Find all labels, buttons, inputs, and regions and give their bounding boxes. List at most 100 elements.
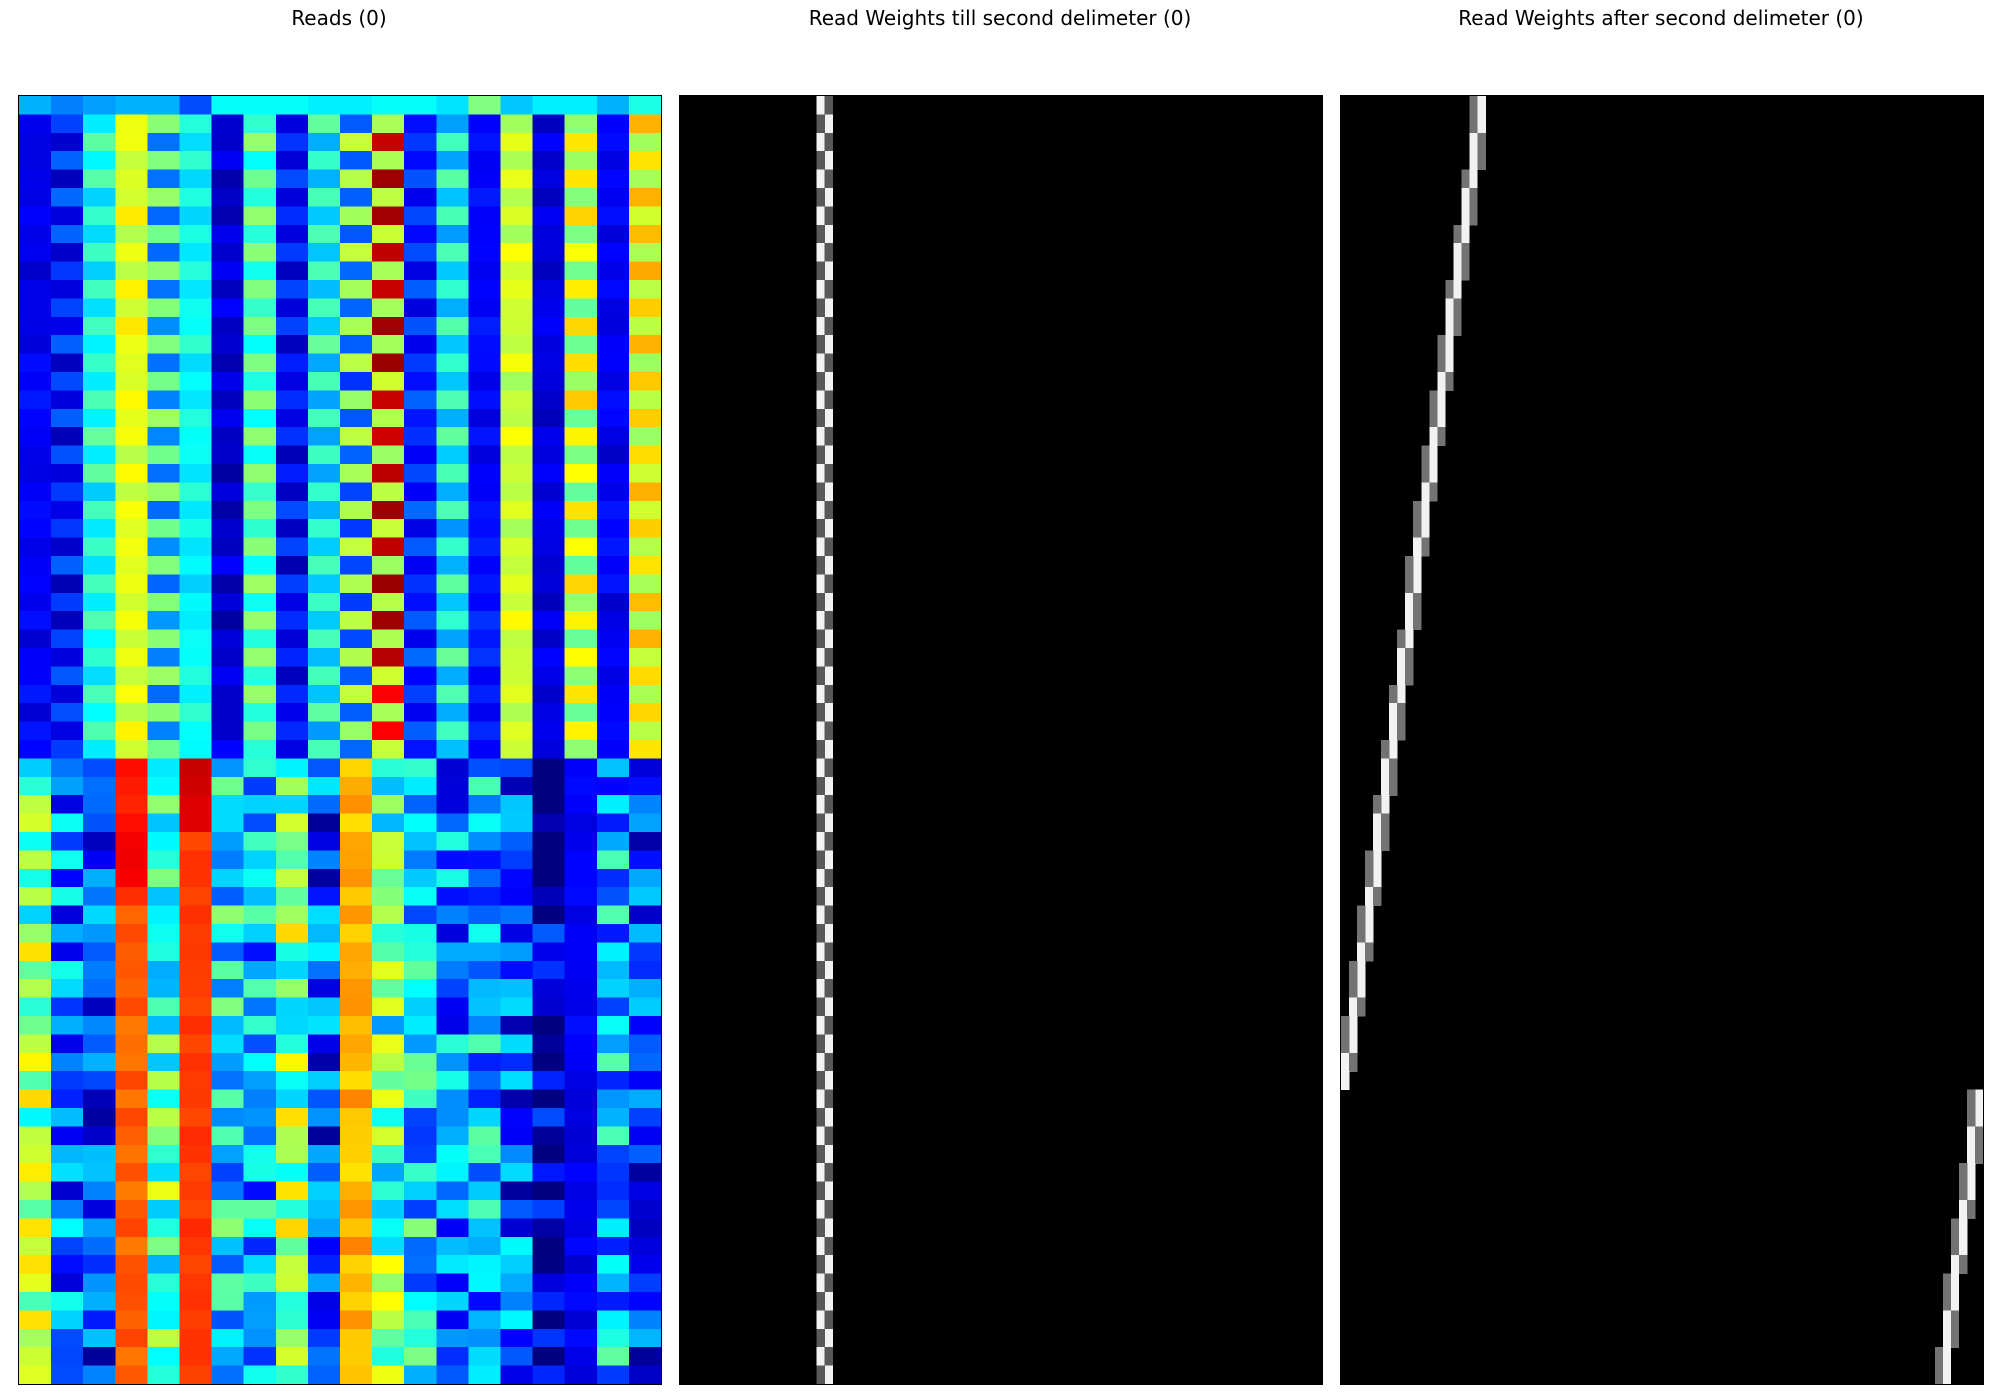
reads-cell-r13-c3 [115,335,148,355]
reads-cell-r68-c15 [500,1347,534,1367]
reads-cell-r38-c16 [532,795,566,815]
reads-cell-r14-c4 [147,353,181,373]
reads-cell-r67-c8 [275,1328,309,1348]
reads-cell-r5-c10 [340,188,373,207]
reads-cell-r36-c14 [468,758,502,778]
reads-cell-r23-c11 [372,519,405,539]
reads-cell-r64-c14 [468,1273,502,1293]
reads-cell-r61-c4 [147,1218,181,1238]
reads-cell-r26-c3 [115,574,148,594]
reads-cell-r9-c5 [179,261,213,281]
reads-cell-r30-c18 [596,648,630,667]
reads-cell-r25-c9 [307,556,341,575]
reads-cell-r30-c17 [564,648,598,667]
reads-cell-r24-c12 [404,537,437,557]
read-weights-till-svg [680,96,1322,1384]
weight-cell-r33-c18 [824,703,833,723]
reads-cell-r58-c12 [404,1163,437,1183]
weight-cell-r2-c16 [1469,132,1478,152]
weight-cell-r9-c15 [1461,261,1470,281]
reads-cell-r51-c17 [564,1034,598,1054]
reads-cell-r34-c1 [51,721,84,741]
reads-cell-r64-c6 [211,1273,245,1293]
weight-cell-r61-c18 [824,1218,833,1238]
reads-cell-r44-c19 [628,905,661,925]
reads-cell-r8-c7 [243,243,277,263]
reads-cell-r10-c5 [179,280,213,299]
reads-cell-r15-c9 [307,372,341,391]
reads-cell-r4-c12 [404,169,437,189]
reads-cell-r7-c0 [19,224,52,244]
reads-cell-r29-c13 [436,629,469,649]
reads-cell-r18-c3 [115,427,148,447]
reads-cell-r59-c0 [19,1181,52,1201]
reads-cell-r11-c4 [147,298,181,318]
reads-cell-r15-c8 [275,372,309,391]
reads-cell-r41-c10 [340,850,373,870]
reads-cell-r19-c18 [596,445,630,465]
reads-cell-r33-c1 [51,703,84,723]
reads-cell-r22-c7 [243,500,277,520]
reads-cell-r1-c6 [211,114,245,134]
reads-cell-r24-c5 [179,537,213,557]
reads-cell-r58-c9 [307,1163,341,1183]
reads-cell-r11-c8 [275,298,309,318]
reads-cell-r58-c10 [340,1163,373,1183]
weight-cell-r62-c77 [1958,1236,1968,1256]
reads-cell-r67-c9 [307,1328,341,1348]
reads-cell-r58-c18 [596,1163,630,1183]
reads-cell-r46-c11 [372,942,405,962]
reads-cell-r58-c6 [211,1163,245,1183]
reads-cell-r1-c12 [404,114,437,134]
weight-cell-r7-c15 [1461,224,1470,244]
reads-cell-r36-c19 [628,758,661,778]
reads-cell-r49-c0 [19,997,52,1017]
reads-cell-r68-c11 [372,1347,405,1367]
reads-cell-r7-c13 [436,224,469,244]
reads-cell-r36-c5 [179,758,213,778]
reads-cell-r63-c11 [372,1255,405,1275]
reads-cell-r44-c3 [115,905,148,925]
weight-cell-r51-c0 [1341,1034,1350,1054]
reads-cell-r53-c7 [243,1071,277,1091]
reads-cell-r11-c12 [404,298,437,318]
reads-cell-r67-c3 [115,1328,148,1348]
reads-cell-r38-c6 [211,795,245,815]
reads-cell-r12-c2 [83,316,116,336]
reads-cell-r68-c16 [532,1347,566,1367]
reads-cell-r44-c16 [532,905,566,925]
svg-after-background [1341,96,1983,1384]
weight-cell-r15-c12 [1437,372,1446,391]
weight-cell-r54-c18 [824,1089,833,1109]
reads-cell-r14-c17 [564,353,598,373]
weight-cell-r13-c13 [1445,335,1454,355]
weight-cell-r15-c17 [816,372,825,391]
reads-cell-r39-c14 [468,813,502,833]
reads-cell-r12-c11 [372,316,405,336]
reads-cell-r39-c12 [404,813,437,833]
reads-cell-r20-c2 [83,464,116,483]
reads-cell-r45-c18 [596,924,630,943]
reads-cell-r12-c16 [532,316,566,336]
reads-cell-r15-c13 [436,372,469,391]
reads-cell-r13-c18 [596,335,630,355]
reads-cell-r48-c11 [372,979,405,999]
reads-cell-r54-c3 [115,1089,148,1109]
reads-cell-r52-c9 [307,1052,341,1072]
reads-cell-r3-c15 [500,151,534,171]
reads-cell-r51-c15 [500,1034,534,1054]
reads-cell-r27-c11 [372,592,405,612]
reads-cell-r51-c5 [179,1034,213,1054]
reads-cell-r20-c12 [404,464,437,483]
reads-cell-r54-c16 [532,1089,566,1109]
reads-cell-r14-c10 [340,353,373,373]
reads-cell-r5-c6 [211,188,245,207]
reads-cell-r46-c3 [115,942,148,962]
reads-cell-r51-c1 [51,1034,84,1054]
reads-cell-r9-c1 [51,261,84,281]
reads-cell-r16-c2 [83,390,116,410]
reads-cell-r30-c1 [51,648,84,667]
reads-cell-r2-c1 [51,132,84,152]
weight-cell-r23-c17 [816,519,825,539]
reads-cell-r37-c15 [500,776,534,796]
